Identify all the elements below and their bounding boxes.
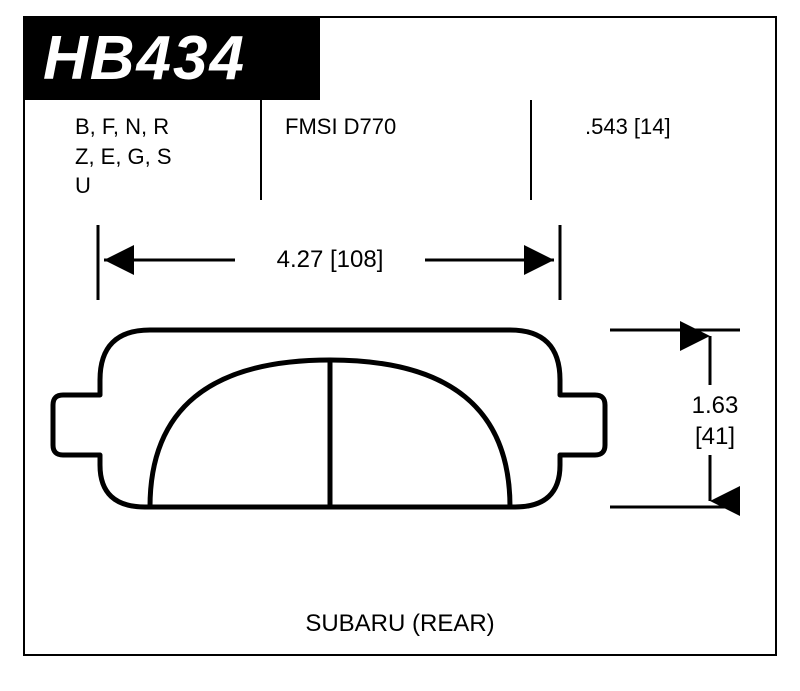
- brake-pad-shape: [53, 330, 605, 507]
- width-dim-lines: [98, 225, 560, 300]
- height-dim-lines: [610, 330, 740, 507]
- technical-drawing: [0, 0, 800, 691]
